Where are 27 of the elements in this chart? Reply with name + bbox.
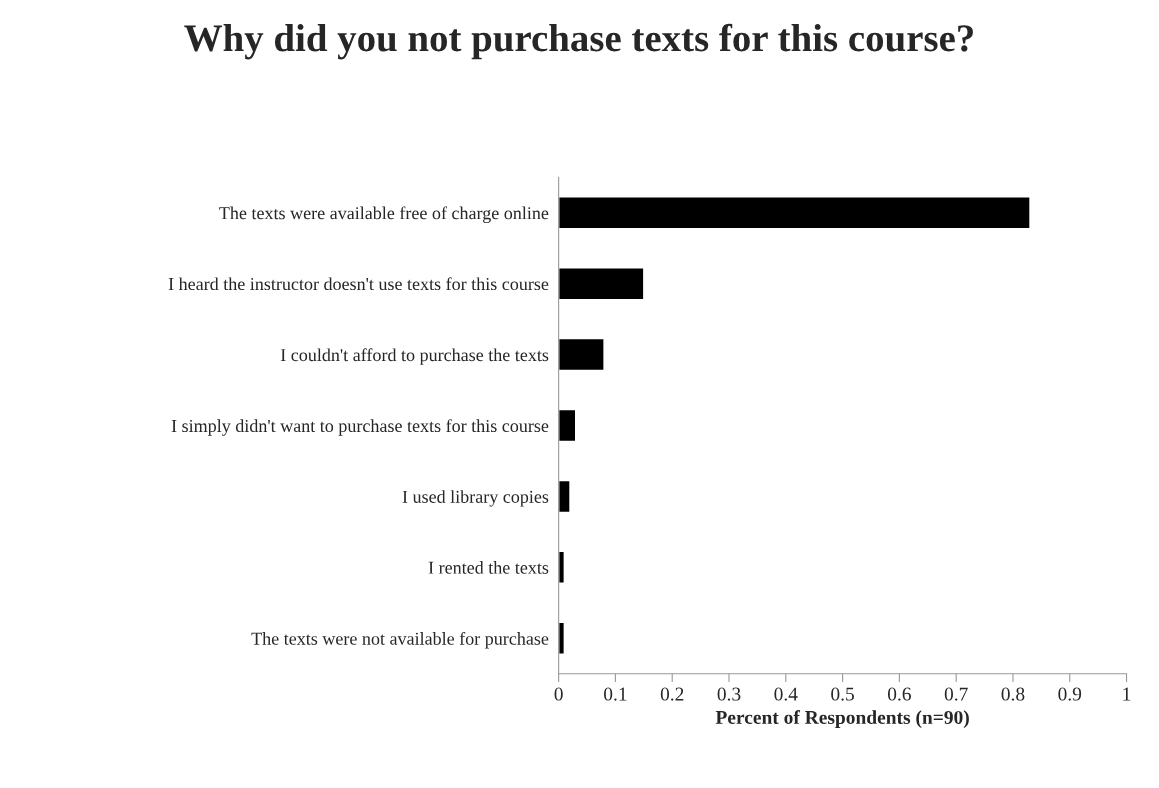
x-tick-label: 0.7 — [944, 687, 968, 701]
bar — [558, 337, 605, 372]
bar — [558, 621, 566, 655]
bar — [558, 550, 566, 585]
x-tick-label: 0 — [554, 687, 563, 701]
y-tick-label: The texts were not available for purchase — [251, 631, 549, 649]
bar — [558, 267, 645, 301]
x-tick-label: 0.4 — [774, 687, 798, 701]
chart-title: Why did you not purchase texts for this course? — [184, 23, 973, 60]
x-tick-label: 0.1 — [604, 687, 627, 701]
y-tick-label: I rented the texts — [428, 561, 549, 574]
bar — [558, 196, 1031, 230]
bar — [558, 408, 577, 443]
x-axis-title: Percent of Respondents (n=90) — [715, 710, 969, 728]
y-tick-label: I heard the instructor doesn't use texts for this course — [168, 277, 549, 291]
y-tick-label: I simply didn't want to purchase texts for this course — [171, 419, 549, 436]
bar — [558, 479, 571, 514]
y-tick-label: I used library copies — [402, 490, 549, 507]
x-tick-label: 0.8 — [1001, 687, 1025, 701]
x-tick-label: 0.9 — [1058, 687, 1082, 701]
x-tick-label: 0.6 — [887, 687, 911, 701]
x-tick-label: 1 — [1123, 687, 1131, 701]
y-tick-label: The texts were available free of charge online — [219, 206, 549, 224]
x-tick-label: 0.3 — [717, 687, 741, 701]
x-tick-label: 0.2 — [660, 687, 684, 701]
y-tick-label: I couldn't afford to purchase the texts — [280, 348, 549, 365]
x-tick-label: 0.5 — [831, 687, 854, 701]
